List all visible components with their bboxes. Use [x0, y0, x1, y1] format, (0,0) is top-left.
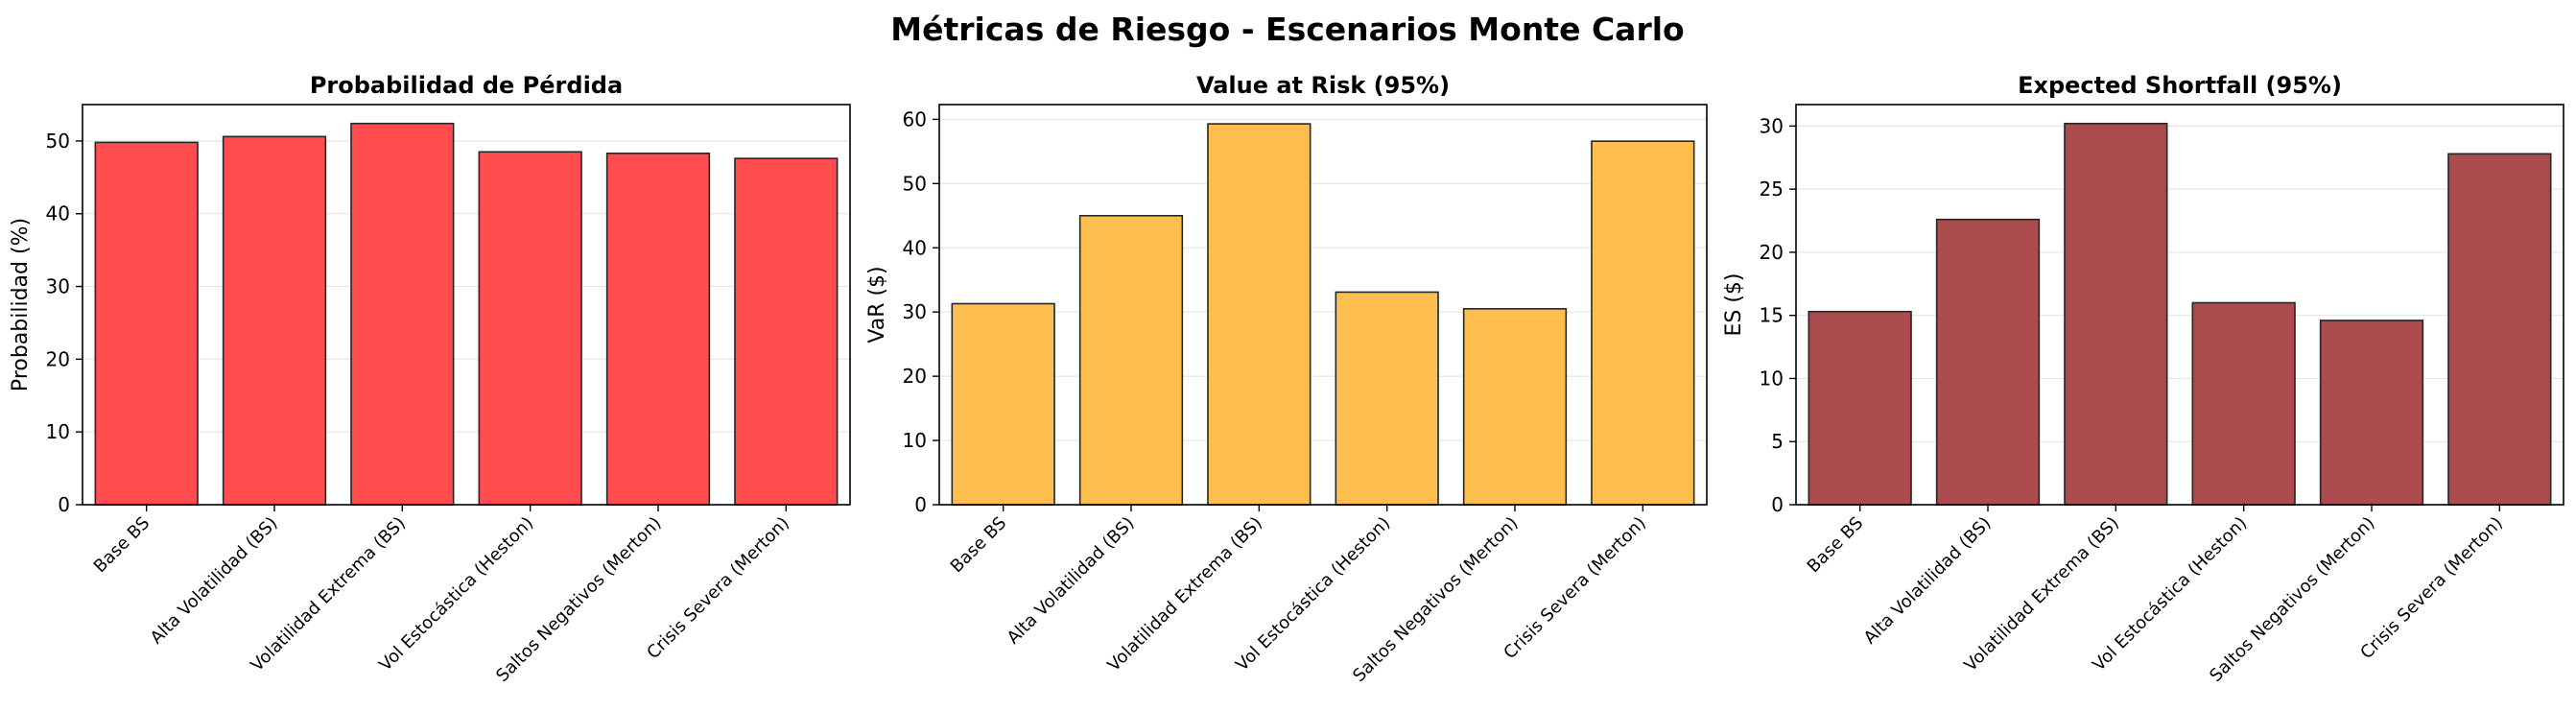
bar [1935, 218, 2041, 506]
bar [2319, 320, 2424, 506]
y-tick-label: 25 [1760, 178, 1784, 201]
y-tick-label: 10 [1760, 367, 1784, 390]
chart-title: Expected Shortfall (95%) [2018, 72, 2342, 99]
y-tick-label: 5 [1771, 430, 1784, 453]
bar [94, 141, 199, 506]
bar [734, 157, 839, 506]
y-tick-label: 20 [46, 347, 70, 370]
bar [951, 302, 1055, 506]
y-tick-label: 30 [46, 275, 70, 298]
y-tick-label: 0 [914, 493, 927, 516]
y-tick-label: 40 [903, 236, 927, 259]
bar [1808, 310, 1912, 506]
y-axis-label: Probabilidad (%) [9, 218, 33, 391]
chart-title: Value at Risk (95%) [1196, 72, 1450, 99]
bar [2191, 301, 2296, 506]
bar [605, 152, 711, 506]
y-tick-label: 30 [1760, 114, 1784, 137]
y-tick-label: 0 [58, 493, 70, 516]
bar [1078, 214, 1184, 506]
figure-title: Métricas de Riesgo - Escenarios Monte Ca… [890, 11, 1684, 48]
x-tick-label: Crisis Severa (Merton) [1500, 513, 1650, 664]
bar [478, 151, 582, 506]
y-tick-label: 40 [46, 202, 70, 225]
x-tick-label: Crisis Severa (Merton) [643, 513, 793, 664]
x-tick-label: Alta Volatilidad (BS) [1004, 513, 1139, 649]
bar [1207, 123, 1312, 506]
bar [350, 122, 455, 506]
x-tick-label: Alta Volatilidad (BS) [147, 513, 282, 649]
y-tick-label: 15 [1760, 304, 1784, 327]
plot-frame [82, 104, 851, 506]
plot-frame [1795, 104, 2564, 506]
y-axis-label: ES ($) [1722, 273, 1746, 336]
y-tick-label: 20 [1760, 241, 1784, 264]
y-tick-label: 10 [46, 420, 70, 443]
plot-frame [938, 104, 1708, 506]
bar [2064, 122, 2168, 506]
chart-title: Probabilidad de Pérdida [310, 72, 623, 99]
y-tick-label: 20 [903, 365, 927, 388]
x-tick-label: Base BS [947, 513, 1010, 577]
y-tick-label: 50 [46, 130, 70, 153]
x-tick-label: Base BS [1804, 513, 1867, 577]
y-tick-label: 60 [903, 107, 927, 130]
bar [1591, 140, 1695, 506]
bar [1462, 308, 1568, 506]
x-tick-label: Base BS [90, 513, 154, 577]
y-tick-label: 30 [903, 300, 927, 323]
y-tick-label: 0 [1771, 493, 1784, 516]
y-tick-label: 50 [903, 172, 927, 195]
y-tick-label: 10 [903, 429, 927, 452]
y-axis-label: VaR ($) [865, 266, 889, 343]
x-tick-label: Crisis Severa (Merton) [2356, 513, 2507, 664]
x-tick-label: Alta Volatilidad (BS) [1860, 513, 1996, 649]
bar [2447, 153, 2552, 506]
bar [1335, 291, 1439, 506]
bar [222, 135, 327, 506]
